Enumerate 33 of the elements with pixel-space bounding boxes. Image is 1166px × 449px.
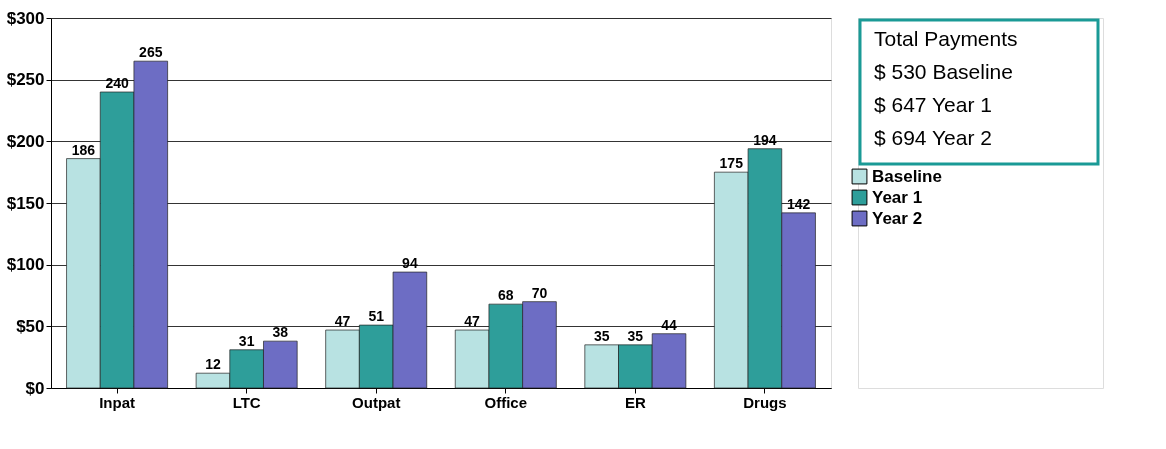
x-tick-label: Outpat (352, 393, 401, 411)
data-label: 47 (334, 313, 351, 330)
x-tick-label: Drugs (743, 393, 787, 411)
data-label: 70 (531, 284, 548, 301)
data-label: 12 (205, 356, 221, 373)
data-label: 31 (238, 332, 255, 349)
text: $ 694 Year 2 (874, 126, 992, 149)
data-label: 265 (139, 44, 163, 61)
data-label: 68 (497, 287, 514, 304)
y-tick-label: $100 (6, 255, 45, 275)
data-label: 186 (71, 141, 96, 158)
text: $ 530 Baseline (874, 60, 1013, 83)
data-label: 35 (627, 327, 644, 344)
data-label: 175 (719, 155, 744, 172)
x-tick-label: LTC (232, 393, 261, 411)
x-tick-label: Inpat (99, 393, 135, 411)
legend-label: Year 1 (872, 187, 923, 207)
y-tick-label: $250 (6, 70, 45, 90)
data-label: 51 (368, 308, 385, 325)
y-tick-label: $50 (16, 316, 45, 336)
y-tick-label: $200 (6, 131, 45, 151)
x-tick-label: Office (484, 393, 528, 411)
data-label: 47 (464, 313, 481, 330)
y-tick-label: $150 (6, 193, 45, 213)
y-tick-label: $0 (25, 378, 45, 398)
text: Total Payments (874, 27, 1018, 50)
legend-label: Year 2 (872, 208, 923, 228)
data-label: 38 (272, 324, 289, 341)
data-label: 35 (593, 327, 610, 344)
x-tick-label: ER (624, 393, 646, 411)
legend-label: Baseline (872, 166, 942, 186)
text: $ 647 Year 1 (874, 93, 992, 116)
y-tick-label: $300 (6, 8, 45, 28)
